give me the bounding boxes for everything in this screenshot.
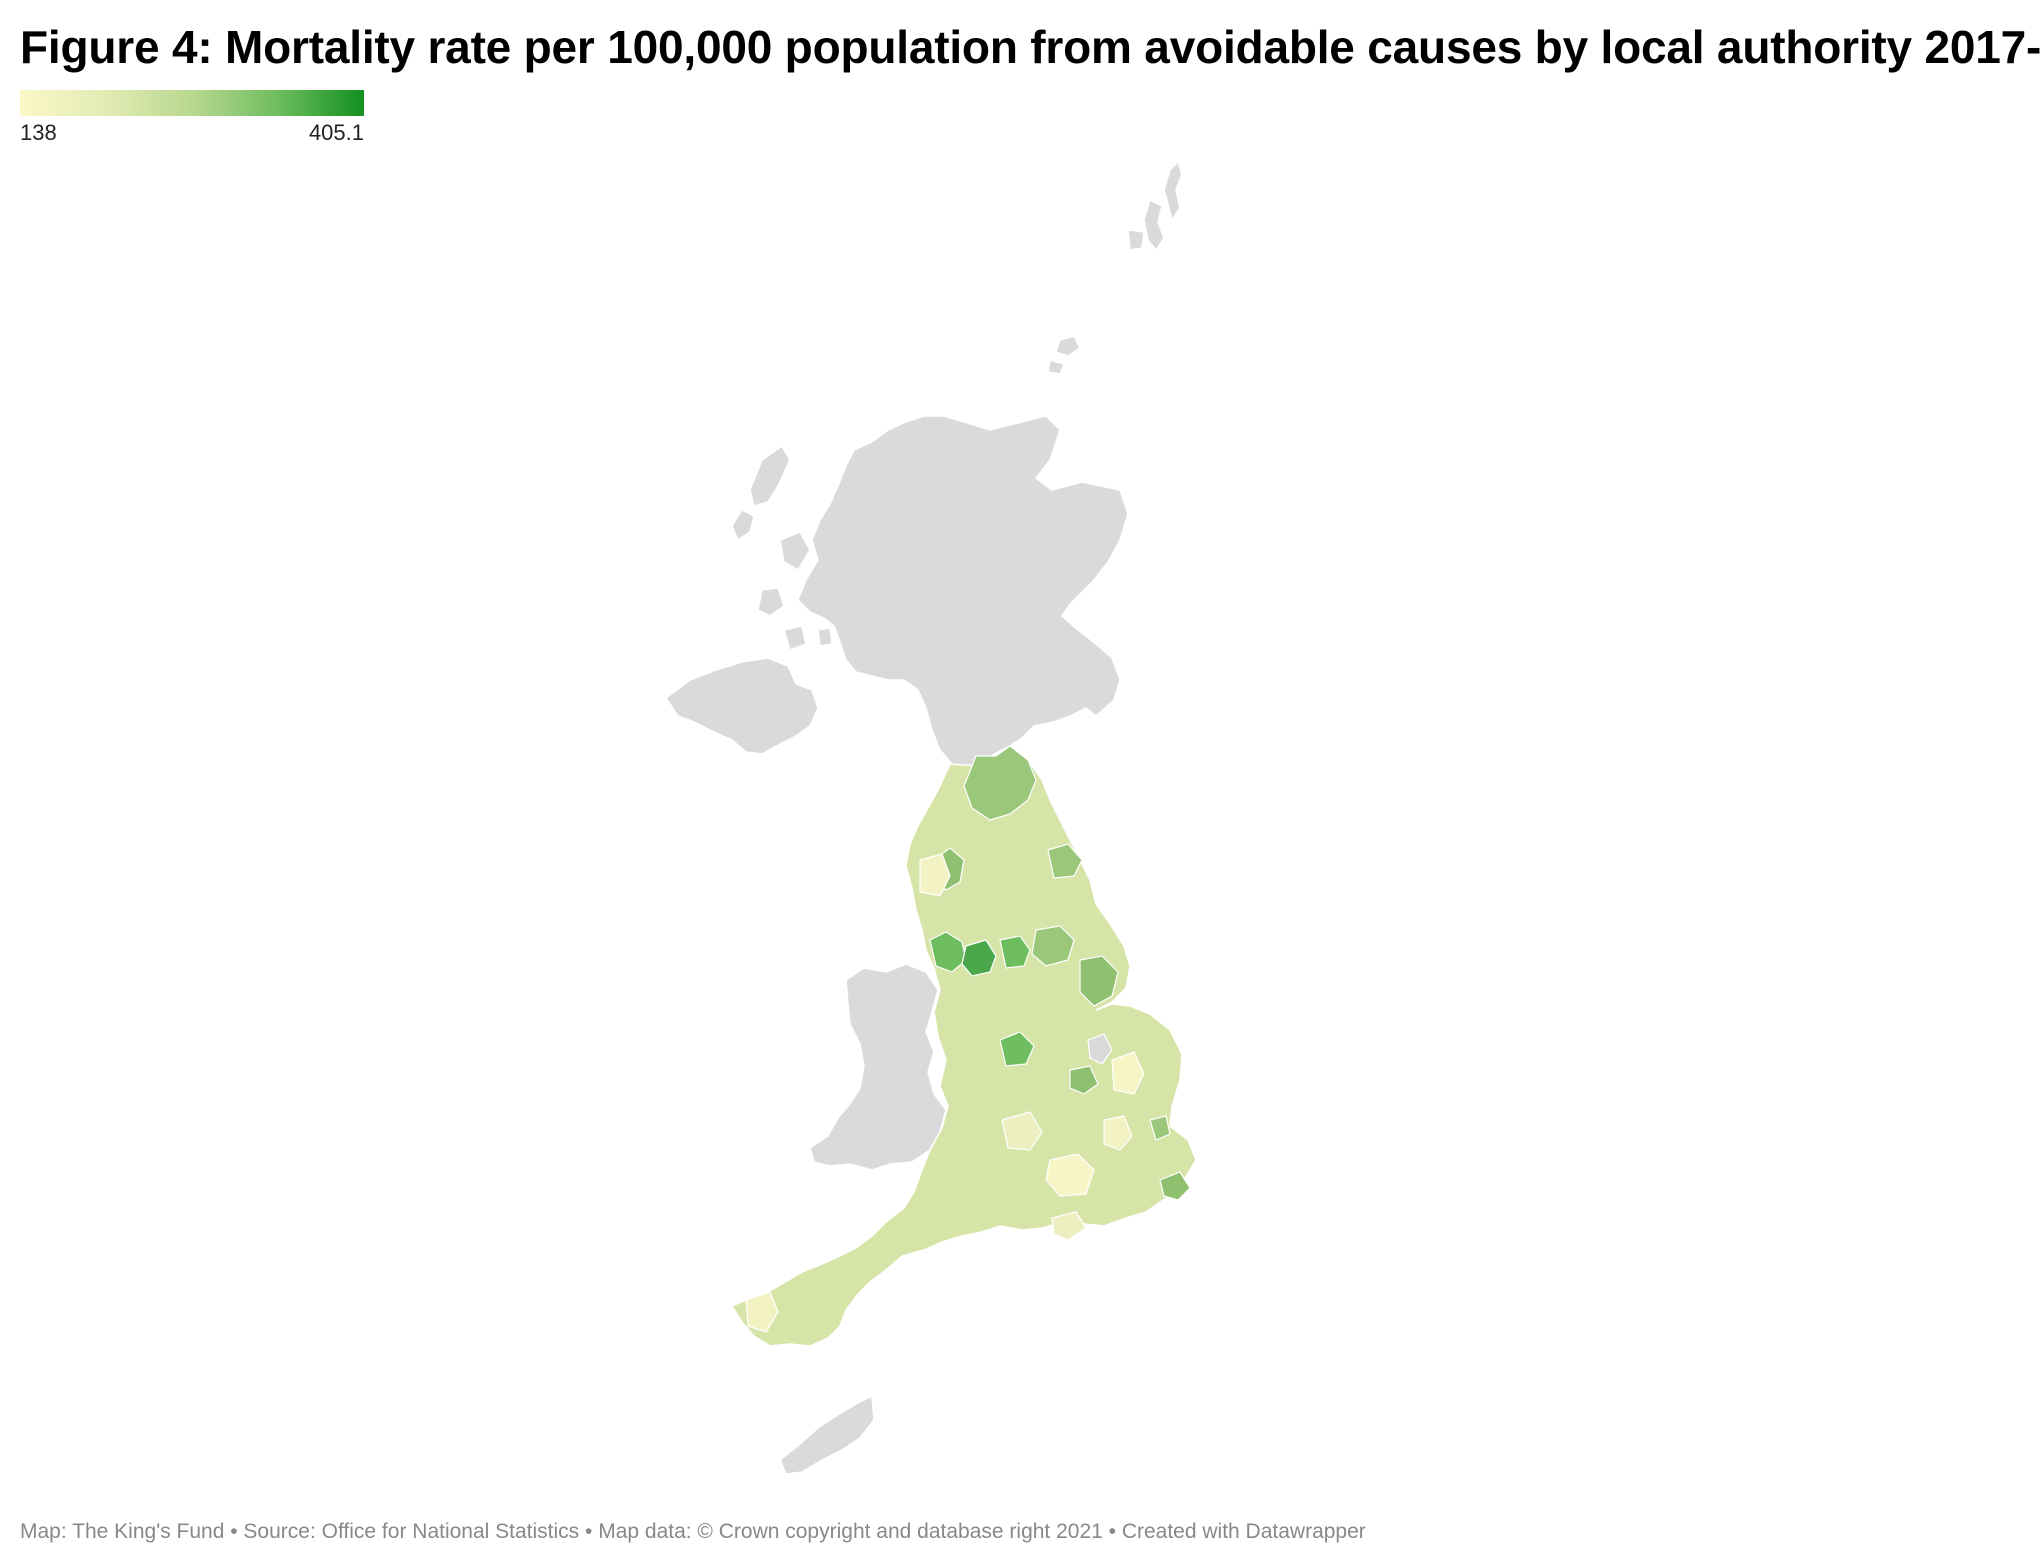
no-data-pocket — [1087, 1033, 1113, 1065]
scotland-region[interactable] — [797, 415, 1129, 769]
source-footer: Map: The King's Fund • Source: Office fo… — [20, 1520, 1366, 1543]
uk-map[interactable] — [650, 160, 1430, 1490]
legend-max-label: 405.1 — [308, 120, 364, 145]
england-low-rate-areas — [745, 853, 1145, 1333]
northern-isles — [1047, 160, 1183, 375]
color-legend: 138 405.1 — [20, 90, 364, 150]
england-high-rate-areas — [929, 745, 1191, 1201]
wales-region[interactable] — [809, 963, 947, 1171]
legend-gradient-bar — [20, 90, 364, 116]
legend-min-label: 138 — [20, 120, 57, 145]
chart-title: Figure 4: Mortality rate per 100,000 pop… — [20, 21, 2040, 73]
cornwall-tip — [779, 1394, 875, 1475]
uk-map-svg — [664, 160, 1197, 1475]
northern-ireland-region[interactable] — [664, 657, 819, 755]
legend-labels: 138 405.1 — [20, 120, 364, 150]
england-region[interactable] — [730, 745, 1197, 1347]
western-isles — [731, 444, 833, 651]
